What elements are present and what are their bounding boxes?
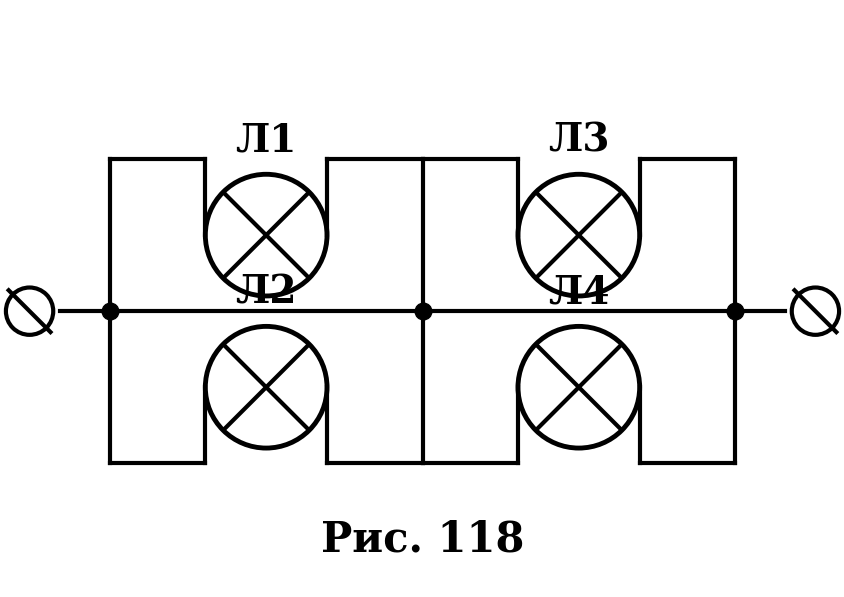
Text: Рис. 118: Рис. 118 [321,518,523,561]
Text: Л4: Л4 [548,273,609,311]
Text: Л2: Л2 [235,273,296,311]
Text: Л1: Л1 [235,121,296,159]
Text: Л3: Л3 [548,121,609,159]
